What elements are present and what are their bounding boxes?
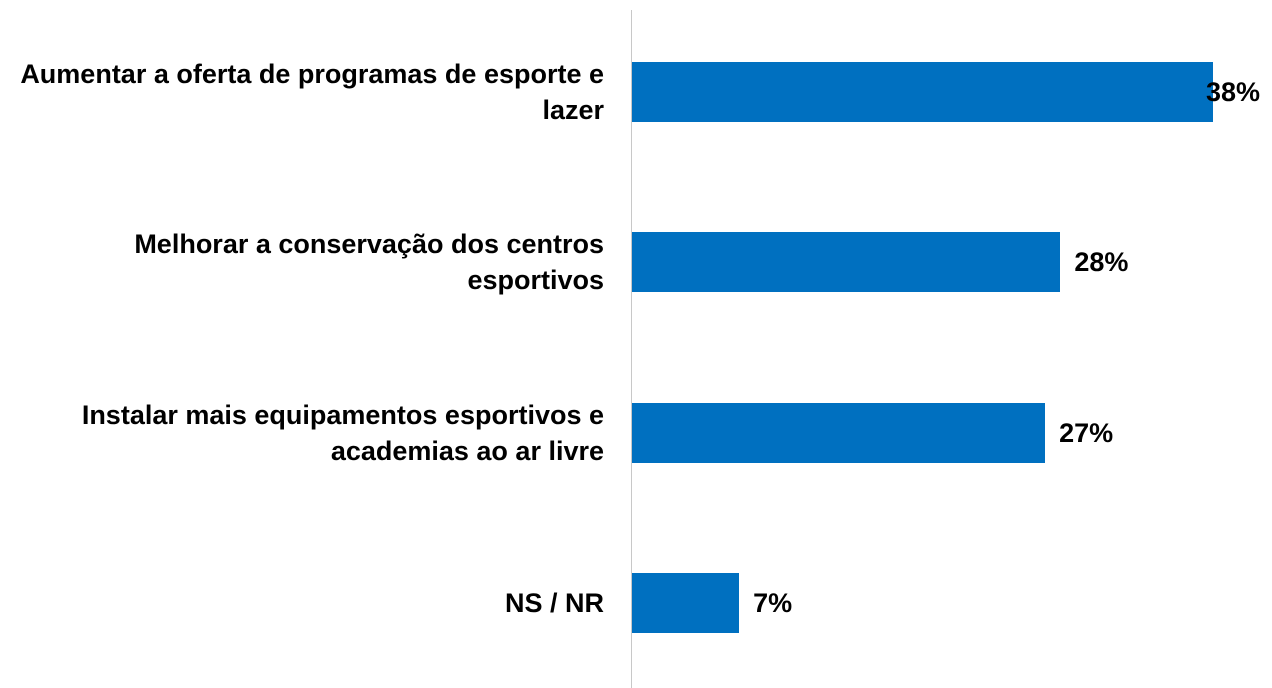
category-label: Aumentar a oferta de programas de esport… (20, 59, 604, 126)
value-label: 28% (1074, 247, 1129, 278)
bar (632, 572, 740, 633)
axis-line (631, 10, 632, 688)
bar (632, 402, 1046, 463)
bar (632, 232, 1061, 293)
value-label: 7% (753, 587, 793, 618)
value-label: 38% (1206, 77, 1261, 108)
category-label: Melhorar a conservação dos centros espor… (134, 229, 604, 296)
category-label: Instalar mais equipamentos esportivos e … (81, 399, 604, 466)
value-label: 27% (1059, 417, 1114, 448)
category-label: NS / NR (504, 587, 604, 618)
bar (632, 62, 1214, 123)
